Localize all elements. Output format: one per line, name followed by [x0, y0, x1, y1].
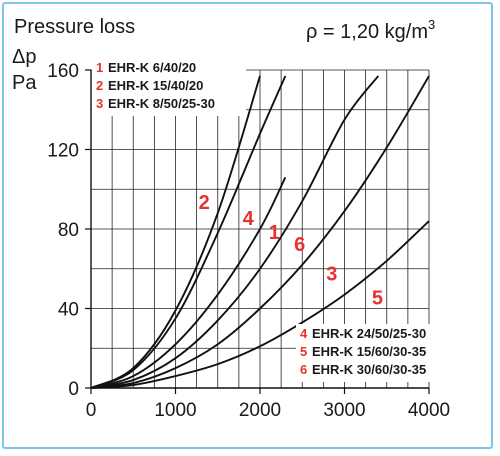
x-tick-label: 4000: [408, 400, 450, 421]
y-axis-unit: Pa: [12, 72, 37, 94]
legend-entry: EHR-K 15/60/30-35: [312, 344, 426, 359]
legend-entry: EHR-K 6/40/20: [108, 60, 196, 75]
curve-label: 4: [243, 208, 255, 230]
x-tick-label: 3000: [323, 400, 365, 421]
density-label: ρ = 1,20 kg/m3: [306, 17, 435, 43]
density-value: ρ = 1,20 kg/m: [306, 21, 428, 43]
curve-label: 2: [199, 192, 210, 214]
axes: 0 1000 2000 3000 4000 0 40 80 120 160: [47, 61, 450, 421]
y-tick-label: 160: [47, 61, 79, 82]
curve-6: [90, 75, 430, 389]
curve-2: [90, 75, 261, 389]
curve-5: [90, 220, 430, 389]
y-tick-label: 80: [58, 220, 79, 241]
legend: 1 EHR-K 6/40/20 2 EHR-K 15/40/20 3 EHR-K 8/50…: [92, 58, 458, 382]
y-tick-label: 120: [47, 141, 79, 162]
x-tick-label: 0: [86, 400, 97, 421]
legend-entry: EHR-K 30/60/30-35: [312, 362, 426, 377]
legend-background: [296, 324, 458, 382]
legend-number: 1: [96, 60, 103, 75]
legend-number: 4: [300, 326, 308, 341]
chart-title: Pressure loss: [14, 16, 135, 38]
chart-frame: [2, 2, 493, 449]
x-tick-label: 2000: [239, 400, 281, 421]
curve-label: 3: [326, 264, 337, 286]
curve-1: [90, 176, 287, 389]
legend-number: 3: [96, 96, 103, 111]
legend-entry: EHR-K 15/40/20: [108, 78, 203, 93]
legend-number: 5: [300, 344, 307, 359]
curve-label: 6: [294, 234, 305, 256]
curve-label: 5: [372, 288, 383, 310]
legend-number: 2: [96, 78, 103, 93]
legend-number: 6: [300, 362, 307, 377]
x-tick-label: 1000: [154, 400, 196, 421]
curve-3: [90, 75, 380, 389]
curve-label: 1: [269, 222, 280, 244]
density-exponent: 3: [428, 17, 435, 32]
legend-entry: EHR-K 8/50/25-30: [108, 96, 215, 111]
y-axis-symbol: Δp: [12, 46, 36, 68]
curve-4: [90, 75, 287, 389]
y-tick-label: 0: [68, 379, 79, 400]
legend-background: [92, 58, 246, 116]
legend-entry: EHR-K 24/50/25-30: [312, 326, 426, 341]
y-tick-label: 40: [58, 300, 79, 321]
curves: [90, 75, 430, 389]
